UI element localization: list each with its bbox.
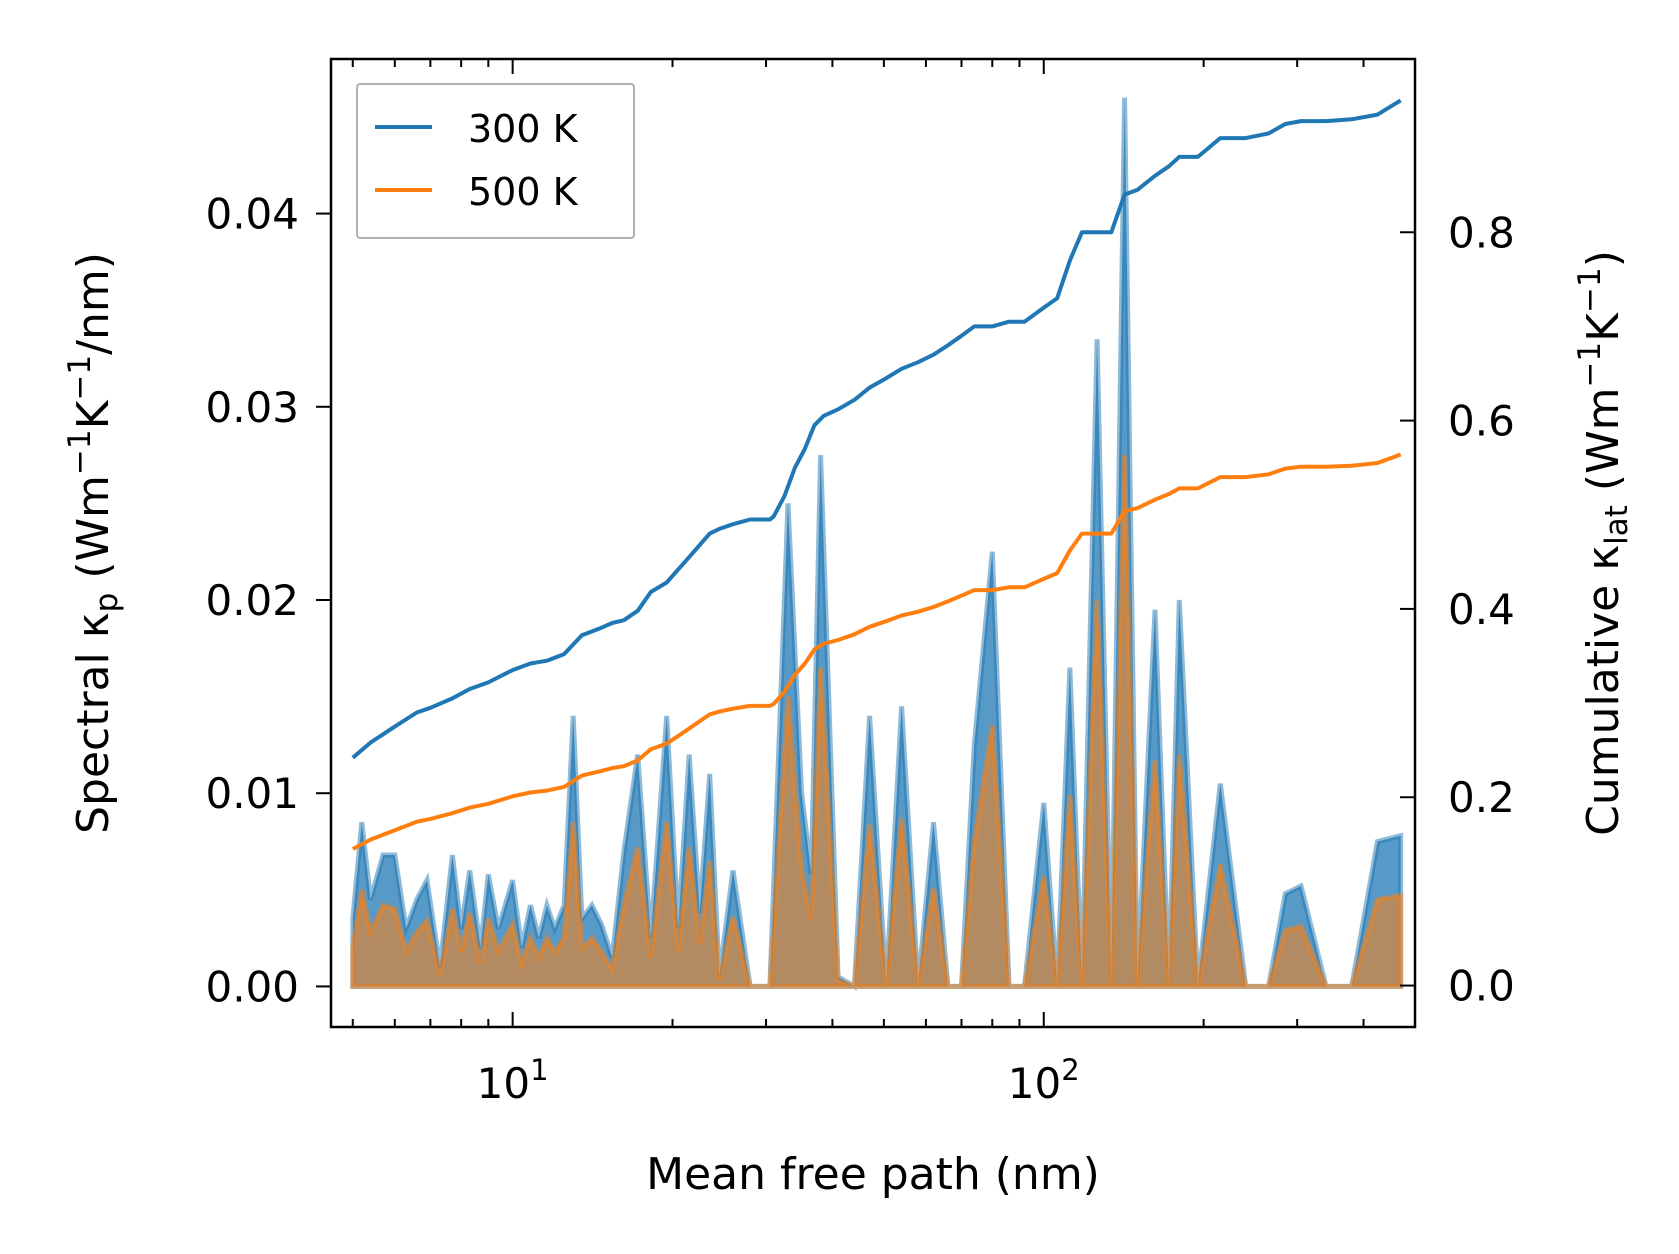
left-y-tick-label: 0.04	[205, 190, 299, 239]
left-y-tick-label: 0.03	[205, 383, 299, 432]
x-axis-title: Mean free path (nm)	[646, 1149, 1100, 1200]
plot-frame	[329, 57, 1417, 1029]
legend-label-300k: 300 K	[468, 107, 579, 151]
left-y-tick-label: 0.01	[205, 769, 299, 818]
spectral-area-500k	[350, 455, 1404, 990]
x-tick-label-10: 101	[477, 1053, 549, 1108]
right-y-axis-title: Cumulative κlat (Wm−1K−1)	[1572, 250, 1635, 836]
left-y-tick-label: 0.00	[205, 962, 299, 1011]
left-y-axis-title: Spectral κp (Wm−1K−1/nm)	[62, 252, 125, 834]
axis-ticks	[316, 59, 1416, 1027]
cumulative-line-300k	[351, 98, 1402, 760]
legend-box	[356, 83, 635, 239]
cumulative-line-500k	[351, 452, 1402, 851]
right-y-tick-label: 0.6	[1448, 397, 1515, 446]
x-tick-label-100: 102	[1008, 1053, 1080, 1108]
right-y-tick-label: 0.8	[1448, 208, 1515, 257]
left-y-tick-label: 0.02	[205, 576, 299, 625]
right-y-tick-label: 0.2	[1448, 773, 1515, 822]
right-y-tick-label: 0.0	[1448, 962, 1515, 1011]
plot-area	[350, 97, 1404, 991]
legend: 300 K 500 K	[356, 83, 635, 239]
legend-label-500k: 500 K	[468, 170, 579, 214]
right-y-tick-label: 0.4	[1448, 585, 1515, 634]
